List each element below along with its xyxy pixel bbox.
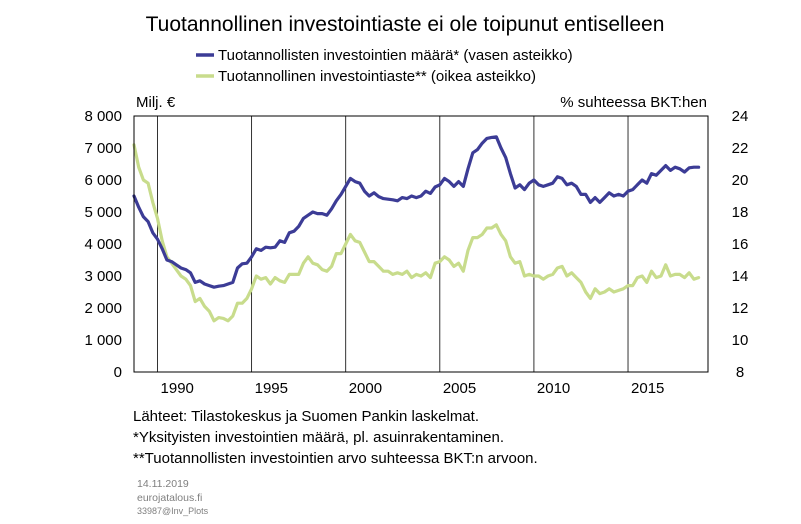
plot-frame (133, 115, 709, 373)
right-axis-ticks: 24 22 20 18 16 14 12 10 8 (732, 108, 749, 381)
right-tick-label: 24 (732, 108, 749, 125)
series-line-1 (132, 135, 701, 289)
gridlines (157, 116, 629, 372)
left-tick-label: 5 000 (84, 204, 122, 221)
left-tick-label: 8 000 (84, 108, 122, 125)
series-line-2 (132, 143, 701, 323)
left-axis-label: Milj. € (136, 94, 176, 111)
right-axis-label: % suhteessa BKT:hen (560, 94, 707, 111)
footnote-sources: Lähteet: Tilastokeskus ja Suomen Pankin … (133, 408, 479, 425)
x-tick-label: 1990 (161, 380, 194, 397)
x-tick-label: 2005 (443, 380, 476, 397)
right-tick-label: 20 (732, 172, 749, 189)
date-label: 14.11.2019 (137, 478, 189, 490)
left-tick-label: 3 000 (84, 268, 122, 285)
chart-title: Tuotannollinen investointiaste ei ole to… (146, 13, 665, 36)
left-tick-label: 4 000 (84, 236, 122, 253)
x-tick-label: 2015 (631, 380, 664, 397)
right-tick-label: 10 (732, 332, 749, 349)
left-tick-label: 1 000 (84, 332, 122, 349)
footnote-volume: *Yksityisten investointien määrä, pl. as… (133, 429, 504, 446)
series-layer (132, 135, 701, 323)
legend-label-series-1: Tuotannollisten investointien määrä* (va… (218, 47, 573, 64)
x-tick-label: 2010 (537, 380, 570, 397)
right-tick-label: 22 (732, 140, 749, 157)
x-tick-label: 1995 (255, 380, 288, 397)
left-tick-label: 6 000 (84, 172, 122, 189)
source-site: eurojatalous.fi (137, 492, 202, 504)
right-tick-label: 16 (732, 236, 749, 253)
legend-label-series-2: Tuotannollinen investointiaste** (oikea … (218, 68, 536, 85)
code-label: 33987@Inv_Plots (137, 506, 209, 516)
footnote-rate: **Tuotannollisten investointien arvo suh… (133, 450, 538, 467)
left-tick-label: 2 000 (84, 300, 122, 317)
right-tick-label: 14 (732, 268, 749, 285)
right-tick-label: 8 (736, 364, 744, 381)
x-axis-ticks: 1990 1995 2000 2005 2010 2015 (161, 380, 665, 397)
left-tick-label: 7 000 (84, 140, 122, 157)
x-tick-label: 2000 (349, 380, 382, 397)
right-tick-label: 12 (732, 300, 749, 317)
left-tick-label: 0 (114, 364, 122, 381)
right-tick-label: 18 (732, 204, 749, 221)
legend: Tuotannollisten investointien määrä* (va… (196, 47, 573, 85)
left-axis-ticks: 8 000 7 000 6 000 5 000 4 000 3 000 2 000 1 000… (84, 108, 122, 381)
